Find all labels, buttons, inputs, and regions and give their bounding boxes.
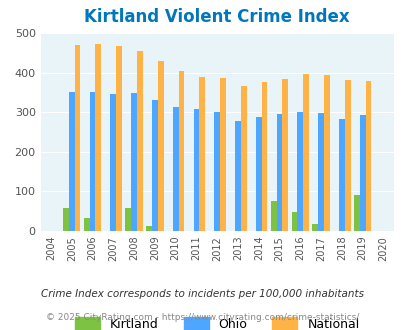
Bar — [261, 82, 267, 231]
Bar — [240, 86, 246, 231]
Bar — [270, 201, 276, 231]
Bar — [110, 94, 116, 231]
Bar — [291, 213, 297, 231]
Title: Kirtland Violent Crime Index: Kirtland Violent Crime Index — [84, 8, 349, 26]
Bar — [318, 113, 323, 231]
Bar — [311, 224, 318, 231]
Bar — [125, 208, 131, 231]
Bar — [276, 114, 282, 231]
Bar — [151, 100, 158, 231]
Bar — [282, 79, 288, 231]
Bar — [63, 208, 69, 231]
Bar — [116, 46, 122, 231]
Bar — [193, 109, 199, 231]
Bar — [136, 51, 143, 231]
Bar — [220, 78, 225, 231]
Bar — [172, 107, 178, 231]
Bar — [234, 121, 240, 231]
Bar — [323, 75, 329, 231]
Bar — [338, 119, 344, 231]
Bar — [359, 115, 364, 231]
Bar — [353, 195, 359, 231]
Bar — [131, 93, 136, 231]
Bar — [255, 116, 261, 231]
Bar — [158, 61, 163, 231]
Legend: Kirtland, Ohio, National: Kirtland, Ohio, National — [70, 313, 364, 330]
Bar — [199, 77, 205, 231]
Bar — [303, 74, 308, 231]
Text: Crime Index corresponds to incidents per 100,000 inhabitants: Crime Index corresponds to incidents per… — [41, 289, 364, 299]
Bar — [364, 81, 371, 231]
Bar — [344, 80, 350, 231]
Bar — [178, 71, 184, 231]
Bar — [146, 226, 151, 231]
Bar — [69, 92, 75, 231]
Bar — [297, 112, 303, 231]
Bar — [75, 45, 80, 231]
Bar — [95, 44, 101, 231]
Bar — [83, 218, 90, 231]
Bar — [214, 112, 220, 231]
Bar — [90, 92, 95, 231]
Text: © 2025 CityRating.com - https://www.cityrating.com/crime-statistics/: © 2025 CityRating.com - https://www.city… — [46, 313, 359, 322]
